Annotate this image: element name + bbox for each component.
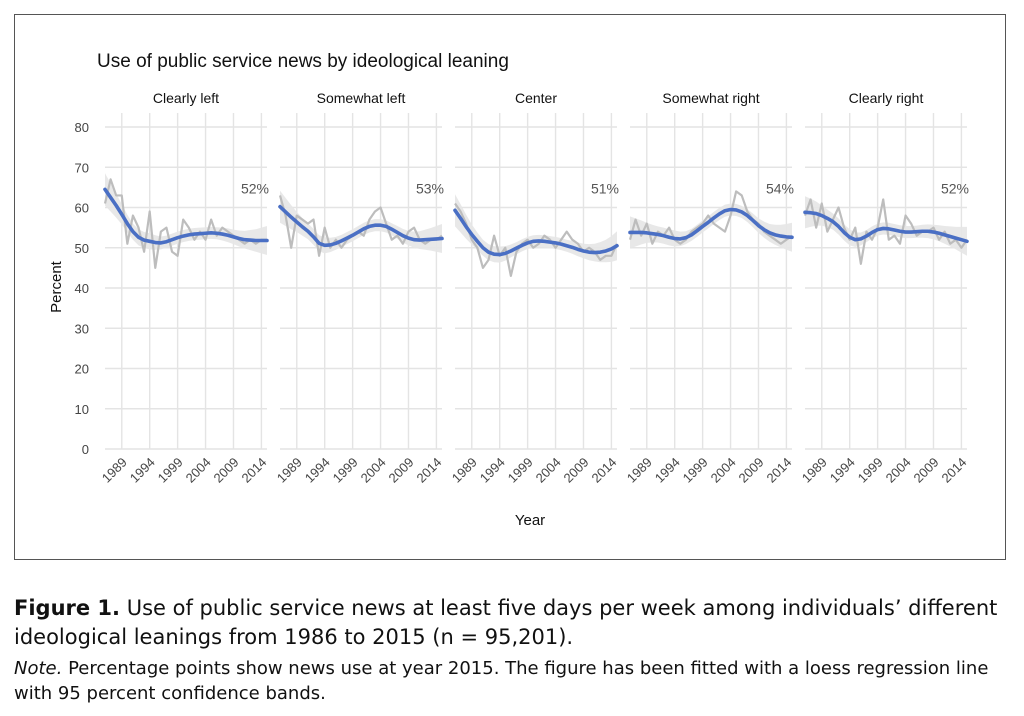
x-tick-label: 2009 bbox=[386, 455, 417, 486]
x-tick-label: 2009 bbox=[736, 455, 767, 486]
raw-series-line bbox=[278, 195, 443, 257]
x-tick-label: 1994 bbox=[477, 455, 508, 486]
x-tick-label: 2004 bbox=[183, 455, 214, 486]
y-axis-label: Percent bbox=[48, 260, 65, 313]
x-tick-label: 2009 bbox=[911, 455, 942, 486]
end-value-label: 51% bbox=[591, 181, 619, 197]
y-tick-label: 0 bbox=[82, 442, 89, 457]
x-tick-label: 2009 bbox=[561, 455, 592, 486]
y-tick-label: 10 bbox=[75, 402, 89, 417]
y-tick-label: 60 bbox=[75, 201, 89, 216]
panel-strip-label: Center bbox=[515, 90, 557, 106]
x-tick-label: 2014 bbox=[588, 455, 619, 486]
loess-fit-line bbox=[628, 207, 794, 241]
x-tick-label: 2009 bbox=[211, 455, 242, 486]
confidence-band bbox=[630, 203, 792, 252]
panel-strip-label: Clearly left bbox=[153, 90, 219, 106]
x-tick-label: 2004 bbox=[708, 455, 739, 486]
y-tick-label: 30 bbox=[75, 321, 89, 336]
chart-title: Use of public service news by ideologica… bbox=[97, 51, 509, 72]
panel-somewhat-right: Somewhat right 54% 19891994199920042009201… bbox=[624, 90, 795, 486]
note-label: Note. bbox=[14, 658, 63, 679]
figure-frame: Use of public service news by ideologica… bbox=[14, 14, 1006, 560]
caption-text: Use of public service news at least five… bbox=[14, 596, 998, 649]
figure-caption: Figure 1. Use of public service news at … bbox=[14, 594, 1014, 706]
x-tick-label: 2014 bbox=[763, 455, 794, 486]
x-tick-label: 1989 bbox=[449, 455, 480, 486]
confidence-band bbox=[280, 190, 442, 254]
figure-label: Figure 1. bbox=[14, 596, 121, 620]
loess-fit-line bbox=[453, 208, 619, 257]
y-tick-label: 20 bbox=[75, 362, 89, 377]
end-value-label: 52% bbox=[241, 181, 269, 197]
caption-note: Note. Percentage points show news use at… bbox=[14, 656, 1014, 706]
x-tick-label: 1989 bbox=[799, 455, 830, 486]
x-tick-label: 2014 bbox=[238, 455, 269, 486]
x-tick-label: 1999 bbox=[330, 455, 361, 486]
panel-strip-label: Somewhat left bbox=[317, 90, 406, 106]
x-tick-label: 1989 bbox=[99, 455, 130, 486]
confidence-band bbox=[455, 194, 617, 263]
panel-strip-label: Somewhat right bbox=[662, 90, 759, 106]
y-tick-label: 70 bbox=[75, 160, 89, 175]
panel-strip-label: Clearly right bbox=[849, 90, 924, 106]
x-tick-label: 2004 bbox=[533, 455, 564, 486]
x-tick-label: 2004 bbox=[358, 455, 389, 486]
y-tick-label: 40 bbox=[75, 281, 89, 296]
x-tick-label: 1999 bbox=[505, 455, 536, 486]
x-tick-label: 2004 bbox=[883, 455, 914, 486]
x-tick-label: 2014 bbox=[938, 455, 969, 486]
end-value-label: 52% bbox=[941, 181, 969, 197]
x-tick-label: 2014 bbox=[413, 455, 444, 486]
x-tick-label: 1994 bbox=[302, 455, 333, 486]
faceted-line-chart: Use of public service news by ideologica… bbox=[48, 51, 970, 529]
x-tick-label: 1999 bbox=[155, 455, 186, 486]
x-tick-label: 1994 bbox=[127, 455, 158, 486]
y-tick-label: 80 bbox=[75, 120, 89, 135]
end-value-label: 54% bbox=[766, 181, 794, 197]
x-tick-label: 1999 bbox=[855, 455, 886, 486]
end-value-label: 53% bbox=[416, 181, 444, 197]
x-tick-label: 1989 bbox=[274, 455, 305, 486]
y-tick-label: 50 bbox=[75, 241, 89, 256]
x-tick-label: 1994 bbox=[827, 455, 858, 486]
caption-main: Figure 1. Use of public service news at … bbox=[14, 594, 1014, 652]
loess-fit-line bbox=[278, 204, 444, 248]
x-tick-label: 1994 bbox=[652, 455, 683, 486]
loess-fit-line bbox=[103, 187, 269, 245]
loess-fit-line bbox=[803, 210, 969, 244]
note-text: Percentage points show news use at year … bbox=[14, 658, 989, 704]
x-tick-label: 1999 bbox=[680, 455, 711, 486]
x-tick-label: 1989 bbox=[624, 455, 655, 486]
x-axis-label: Year bbox=[515, 512, 545, 529]
raw-series-line bbox=[454, 202, 618, 278]
